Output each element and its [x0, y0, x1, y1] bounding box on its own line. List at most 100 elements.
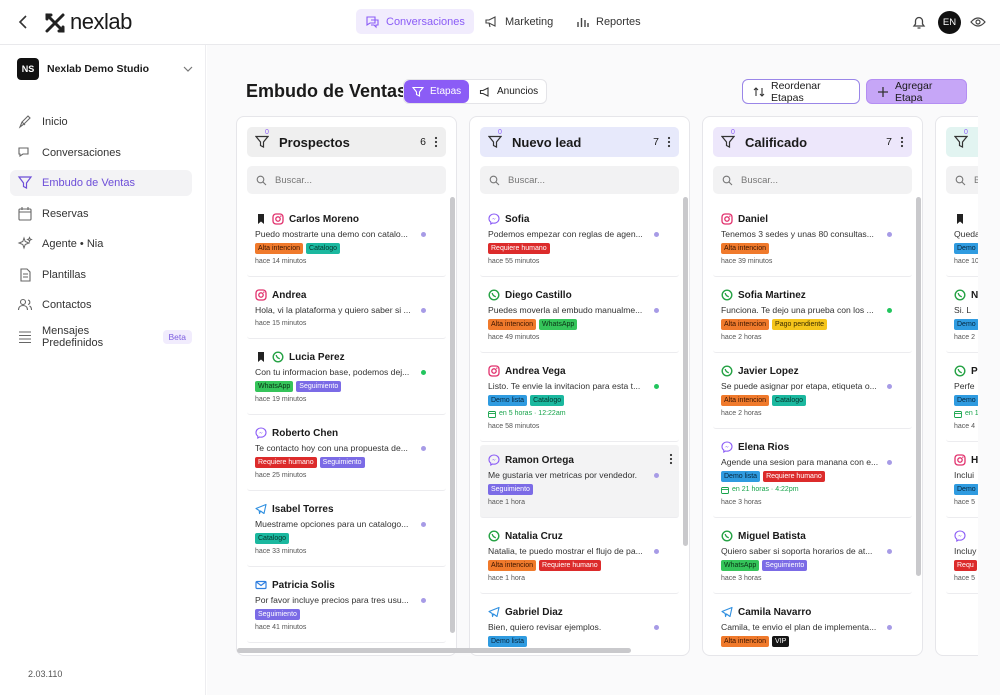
avatar[interactable]: EN	[938, 11, 961, 34]
lead-card[interactable]: Sofia Martinez Funciona. Te dejo una prue…	[713, 280, 912, 353]
lead-card[interactable]: Miguel Batista Quiero saber si soporta ho…	[713, 521, 912, 594]
lead-card[interactable]: Natalia Cruz Natalia, te puedo mostrar el…	[480, 521, 679, 594]
filter-icon	[721, 135, 735, 148]
channel-icon	[272, 213, 284, 225]
menu-item[interactable]: Agente • Nia	[10, 231, 192, 257]
last-message: Natalia, te puedo mostrar el flujo de pa…	[488, 546, 643, 556]
contact-name: Gabriel Diaz	[505, 606, 563, 618]
card-header: Ramon Ortega	[488, 452, 671, 468]
status-dot	[654, 473, 659, 478]
scroll-thumb[interactable]	[916, 197, 921, 577]
search-box[interactable]: Buscar...	[247, 166, 446, 194]
lead-card[interactable]: Gabriel Diaz Bien, quiero revisar ejemplo…	[480, 597, 679, 649]
status-dot	[654, 308, 659, 313]
lead-card[interactable]: Andrea Hola, vi la plataforma y quiero sa…	[247, 280, 446, 339]
scroll-thumb[interactable]	[450, 197, 455, 633]
lead-card[interactable]: Isabel Torres Muestrame opciones para un …	[247, 494, 446, 567]
stage-column: 0 Prospectos 6 Buscar... Carlos Moreno Puedo …	[236, 116, 457, 656]
lead-card[interactable]: Sofia Podemos empezar con reglas de agen.…	[480, 204, 679, 277]
stage-filter[interactable]: 0	[721, 129, 737, 149]
stage-menu[interactable]	[667, 136, 671, 148]
menu-item[interactable]: Conversaciones	[10, 140, 192, 166]
lead-card[interactable]: H Inclui Demo hace 5	[946, 445, 978, 518]
bookmark-icon	[957, 214, 963, 224]
tag: Alta intencion	[721, 318, 770, 330]
visibility-toggle[interactable]	[970, 15, 986, 29]
lead-card[interactable]: Andrea Vega Listo. Te envie la invitacion…	[480, 356, 679, 442]
channel-icon	[488, 606, 500, 618]
tag-list: Demo	[954, 482, 978, 496]
last-message: Funciona. Te dejo una prueba con los ...	[721, 305, 874, 315]
lead-card[interactable]: Roberto Chen Te contacto hoy con una prop…	[247, 418, 446, 491]
tab[interactable]: Etapas	[404, 80, 470, 103]
lead-card[interactable]: Daniel Tenemos 3 sedes y unas 80 consulta…	[713, 204, 912, 277]
menu-item[interactable]: Mensajes Predefinidos Beta	[10, 324, 192, 350]
lead-card[interactable]: Queda Demo hace 10	[946, 204, 978, 277]
menu-item[interactable]: Contactos	[10, 292, 192, 318]
nav-item[interactable]: Conversaciones	[356, 9, 474, 34]
lead-card[interactable]: Patricia Solis Por favor incluye precios …	[247, 570, 446, 643]
notifications[interactable]	[911, 14, 927, 30]
card-header: N	[954, 287, 978, 303]
channel-icon	[255, 427, 267, 439]
tag: WhatsApp	[255, 380, 294, 392]
stage-filter[interactable]: 0	[488, 129, 504, 149]
timestamp: hace 2 horas	[721, 334, 762, 341]
tag: Catalogo	[255, 532, 290, 544]
lead-card[interactable]: N Si. L Demo hace 2	[946, 280, 978, 353]
timestamp: hace 55 minutos	[488, 258, 540, 265]
menu-label: Inicio	[42, 116, 68, 128]
tag: WhatsApp	[539, 318, 578, 330]
contact-name: N	[971, 289, 978, 301]
card-menu[interactable]	[669, 453, 673, 465]
lead-card[interactable]: Diego Castillo Puedes moverla al embudo m…	[480, 280, 679, 353]
channel-icon	[721, 606, 733, 618]
back-button[interactable]	[18, 14, 28, 30]
lead-card[interactable]: Lucia Perez Con tu informacion base, pode…	[247, 342, 446, 415]
menu-item[interactable]: Reservas	[10, 201, 192, 227]
lead-card[interactable]: Carlos Moreno Puedo mostrarte una demo co…	[247, 204, 446, 277]
lead-card[interactable]: Javier Lopez Se puede asignar por etapa, …	[713, 356, 912, 429]
search-box[interactable]: B	[946, 166, 978, 194]
last-message: Muestrame opciones para un catalogo...	[255, 519, 409, 529]
menu-item[interactable]: Inicio	[10, 109, 192, 135]
search-placeholder: Buscar...	[741, 174, 778, 186]
lead-card[interactable]: Incluy Requ hace 5	[946, 521, 978, 594]
timestamp: hace 33 minutos	[255, 548, 307, 555]
tag: Seguimiento	[488, 483, 533, 495]
lead-card[interactable]: Elena Rios Agende una sesion para manana …	[713, 432, 912, 518]
button-icon	[753, 86, 765, 97]
scroll-thumb[interactable]	[683, 197, 688, 546]
menu-label: Agente • Nia	[42, 238, 104, 250]
nav-item[interactable]: Marketing	[475, 9, 562, 34]
tag-list: Alta intencion VIP	[721, 634, 904, 648]
card-header: H	[954, 452, 978, 468]
workspace-name[interactable]: Nexlab Demo Studio	[47, 63, 150, 75]
stage-filter[interactable]: 0	[255, 129, 271, 149]
lead-card[interactable]: Ramon Ortega Me gustaria ver metricas por…	[480, 445, 679, 518]
timestamp: hace 58 minutos	[488, 423, 540, 430]
kebab-icon	[667, 136, 671, 148]
nav-item[interactable]: Reportes	[566, 9, 650, 34]
stage-menu[interactable]	[900, 136, 904, 148]
lead-card[interactable]: P Perfe Demo en 1 hace 4	[946, 356, 978, 442]
nav-label: Reportes	[596, 15, 641, 28]
scheduled: en 1	[954, 407, 978, 420]
menu-item[interactable]: Plantillas	[10, 262, 192, 288]
workspace-caret[interactable]	[183, 66, 193, 72]
contact-name: Javier Lopez	[738, 365, 799, 377]
action-button[interactable]: Reordenar Etapas	[742, 79, 860, 104]
stage-menu[interactable]	[434, 136, 438, 148]
horizontal-scrollbar[interactable]	[237, 648, 631, 653]
menu-item[interactable]: Embudo de Ventas	[10, 170, 192, 196]
action-button[interactable]: Agregar Etapa	[866, 79, 967, 104]
tab[interactable]: Anuncios	[471, 80, 546, 103]
search-box[interactable]: Buscar...	[713, 166, 912, 194]
filter-count: 0	[498, 129, 502, 136]
menu-icon	[18, 207, 32, 221]
lead-card[interactable]: Camila Navarro Camila, te envio el plan d…	[713, 597, 912, 649]
stage-header: 0 Calificado 7	[713, 127, 912, 157]
stage-filter[interactable]: 0	[954, 129, 970, 149]
search-box[interactable]: Buscar...	[480, 166, 679, 194]
timestamp: hace 3 horas	[721, 575, 762, 582]
